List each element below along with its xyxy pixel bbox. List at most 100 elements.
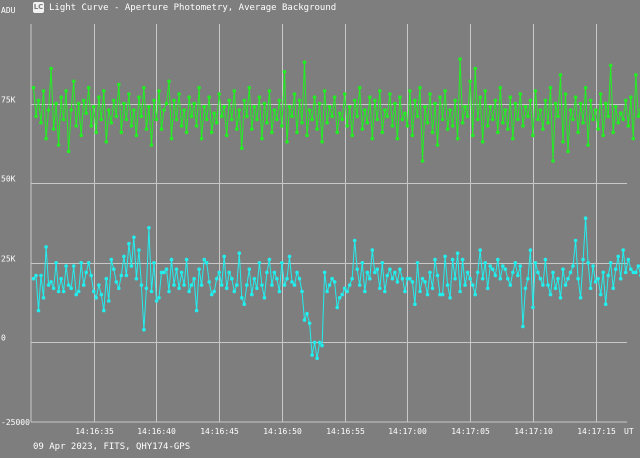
series-1-point — [69, 108, 73, 112]
series-2-point — [511, 270, 515, 275]
data-series — [31, 57, 640, 361]
series-2-point — [172, 283, 176, 287]
series-2-point — [282, 283, 287, 287]
series-1-point — [252, 105, 257, 109]
series-1-point — [224, 133, 229, 138]
series-1-point — [433, 101, 437, 106]
series-1-line — [33, 58, 640, 161]
series-1-point — [197, 85, 201, 90]
series-1-point — [513, 101, 518, 106]
series-1-point — [388, 92, 392, 96]
series-1-point — [598, 92, 603, 96]
series-2-point — [177, 286, 181, 291]
series-1-point — [516, 117, 520, 122]
series-2-point — [164, 267, 169, 272]
series-1-point — [74, 124, 78, 128]
series-2-point — [340, 292, 345, 297]
series-1-point — [485, 124, 490, 128]
series-1-point — [332, 95, 337, 99]
series-1-point — [363, 108, 367, 112]
series-2-point — [66, 283, 71, 287]
series-2-point — [159, 270, 164, 275]
series-2-point — [287, 254, 292, 259]
series-1-point — [335, 130, 340, 135]
series-2-point — [516, 273, 520, 278]
series-2-point — [583, 216, 588, 220]
series-1-point — [511, 136, 515, 141]
series-2-point — [526, 276, 530, 281]
series-1-point — [317, 101, 322, 106]
series-1-point — [34, 114, 38, 119]
series-1-point — [490, 117, 495, 122]
series-1-point — [571, 117, 575, 122]
series-2-point — [548, 292, 553, 297]
series-2-point — [214, 276, 219, 281]
series-1-point — [360, 127, 365, 131]
series-2-point — [235, 283, 239, 287]
series-1-point — [634, 73, 638, 77]
series-1-point — [322, 89, 327, 93]
series-2-point — [39, 273, 43, 278]
series-2-point — [578, 296, 583, 300]
series-1-point — [390, 124, 395, 128]
series-2-point — [438, 292, 442, 297]
series-2-point — [478, 248, 483, 252]
series-2-point — [558, 296, 563, 300]
series-1-point — [521, 124, 525, 128]
series-1-point — [137, 95, 141, 99]
series-1-point — [463, 105, 467, 109]
series-1-point — [443, 89, 447, 93]
series-1-point — [586, 143, 590, 147]
series-2-point — [410, 280, 415, 284]
series-2-point — [355, 267, 360, 272]
x-tick-label: 14:17:10 — [514, 427, 553, 436]
series-2-point — [117, 286, 121, 291]
series-2-point — [588, 286, 593, 291]
series-1-point — [458, 57, 462, 61]
series-2-point — [134, 276, 139, 281]
series-2-point — [292, 283, 297, 287]
series-1-point — [117, 82, 121, 87]
series-1-point — [438, 95, 442, 99]
series-1-point — [503, 108, 508, 112]
series-1-point — [114, 114, 119, 119]
series-1-point — [508, 95, 513, 99]
series-1-point — [199, 136, 204, 141]
series-1-point — [230, 117, 234, 122]
series-1-point — [337, 111, 342, 115]
series-1-point — [621, 117, 625, 122]
series-1-point — [182, 108, 186, 112]
series-1-point — [440, 117, 445, 122]
series-1-point — [375, 117, 380, 122]
series-2-point — [187, 289, 191, 294]
series-1-point — [84, 111, 88, 115]
x-tick-label: 14:16:45 — [200, 427, 239, 436]
series-2-point — [629, 267, 633, 272]
series-1-point — [97, 95, 101, 99]
grid-lines — [30, 24, 627, 423]
light-curve-app-icon[interactable]: LC — [33, 2, 44, 13]
series-1-point — [204, 117, 209, 122]
series-1-point — [41, 89, 46, 93]
series-2-point — [536, 270, 540, 275]
series-1-point — [51, 127, 56, 131]
series-2-point — [230, 276, 234, 281]
series-2-point — [102, 308, 106, 313]
series-2-point — [634, 270, 638, 275]
series-1-point — [217, 92, 221, 96]
series-1-point — [36, 98, 41, 103]
series-1-point — [583, 85, 588, 90]
series-2-point — [132, 235, 136, 240]
series-1-point — [255, 117, 259, 122]
series-1-point — [430, 130, 435, 135]
series-2-point — [310, 353, 314, 357]
y-tick-label: 75K — [1, 96, 16, 105]
series-1-point — [347, 105, 352, 109]
series-2-point — [503, 267, 508, 272]
series-2-point — [475, 270, 480, 275]
series-2-point — [192, 276, 196, 281]
series-2-point — [270, 283, 274, 287]
series-2-point — [227, 270, 231, 275]
series-2-point — [327, 283, 332, 287]
